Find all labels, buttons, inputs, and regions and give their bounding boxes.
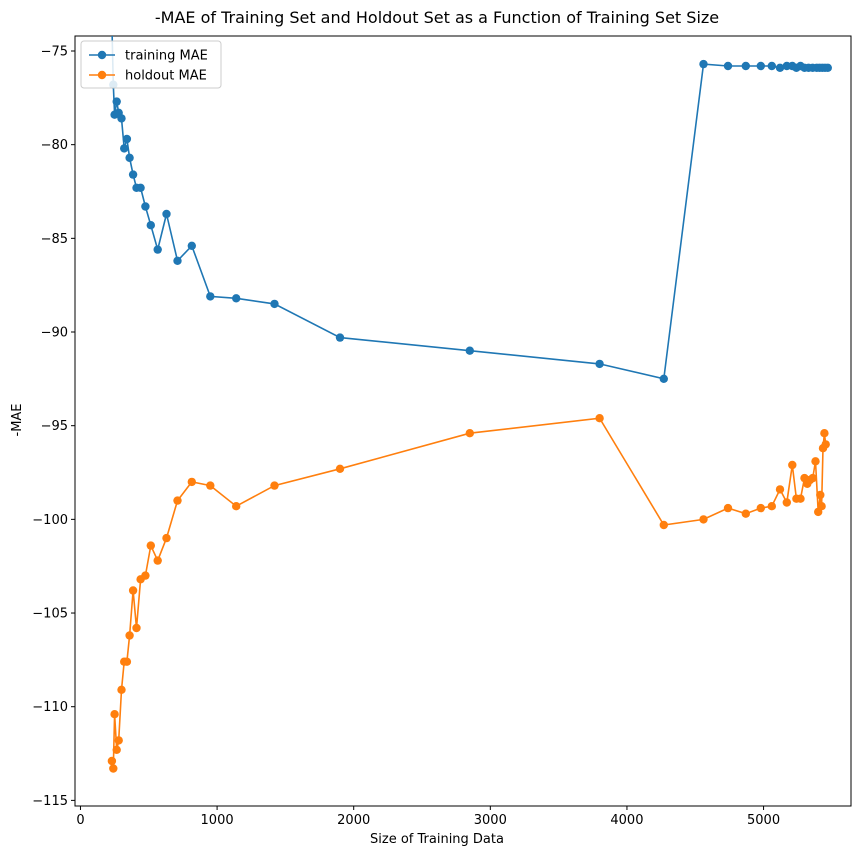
y-tick-label: −90 bbox=[41, 326, 68, 341]
data-point bbox=[270, 299, 279, 309]
data-point bbox=[117, 685, 126, 694]
axes-frame bbox=[74, 35, 852, 807]
y-tick-label: −95 bbox=[41, 419, 68, 434]
data-point bbox=[173, 256, 182, 265]
data-point bbox=[816, 490, 825, 500]
data-point bbox=[114, 736, 123, 745]
data-point bbox=[699, 59, 708, 69]
series-1 bbox=[109, 36, 832, 383]
data-point bbox=[767, 502, 776, 511]
data-point bbox=[136, 183, 145, 192]
legend-label: holdout MAE bbox=[125, 69, 207, 84]
data-point bbox=[817, 502, 826, 511]
data-point bbox=[767, 61, 776, 71]
data-point bbox=[173, 496, 182, 505]
data-point bbox=[153, 245, 162, 254]
y-tick-label: −115 bbox=[32, 794, 68, 809]
y-tick-label: −110 bbox=[32, 700, 68, 715]
data-point bbox=[125, 153, 134, 162]
data-point bbox=[107, 756, 117, 766]
data-point bbox=[335, 464, 345, 473]
data-point bbox=[153, 556, 162, 565]
x-tick-label: 5000 bbox=[747, 813, 780, 828]
x-tick-label: 2000 bbox=[337, 813, 370, 828]
data-point bbox=[132, 623, 141, 633]
data-point bbox=[775, 63, 785, 72]
data-point bbox=[109, 764, 118, 773]
data-point bbox=[595, 414, 604, 423]
legend-marker bbox=[97, 70, 107, 80]
chart-title: -MAE of Training Set and Holdout Set as … bbox=[155, 8, 719, 27]
legend-label: training MAE bbox=[125, 49, 208, 64]
data-point bbox=[187, 241, 196, 250]
y-tick-label: −100 bbox=[32, 513, 68, 528]
x-axis-label: Size of Training Data bbox=[370, 832, 504, 847]
data-point bbox=[112, 745, 121, 754]
data-point bbox=[775, 485, 785, 494]
data-point bbox=[122, 657, 132, 666]
data-point bbox=[162, 209, 171, 219]
data-point bbox=[741, 509, 750, 518]
data-point bbox=[820, 429, 829, 438]
data-point bbox=[723, 61, 733, 71]
data-point bbox=[128, 170, 138, 179]
x-tick-label: 4000 bbox=[610, 813, 643, 828]
data-point bbox=[162, 533, 171, 543]
data-point bbox=[125, 631, 134, 640]
data-point bbox=[232, 294, 241, 303]
y-axis-label: -MAE bbox=[10, 403, 25, 436]
data-point bbox=[465, 346, 474, 355]
data-point bbox=[110, 710, 119, 719]
data-point bbox=[465, 429, 474, 438]
data-point bbox=[270, 481, 279, 490]
data-point bbox=[112, 97, 121, 106]
data-point bbox=[232, 502, 241, 511]
data-point bbox=[808, 473, 817, 483]
data-point bbox=[141, 202, 150, 211]
data-point bbox=[782, 498, 791, 507]
data-point bbox=[206, 481, 215, 490]
data-point bbox=[756, 61, 765, 71]
data-point bbox=[187, 477, 196, 487]
data-point bbox=[811, 457, 820, 466]
legend-box bbox=[80, 40, 222, 89]
legend-marker bbox=[97, 50, 107, 60]
data-point bbox=[122, 134, 132, 144]
plot-area: 0 1000 2000 3000 4000 5000 −75 −80 −85 −90 −95 −100… bbox=[32, 35, 852, 828]
data-point bbox=[756, 503, 765, 513]
data-point bbox=[796, 494, 805, 503]
series-2 bbox=[107, 414, 830, 773]
data-point bbox=[659, 520, 668, 530]
data-point bbox=[146, 541, 155, 550]
x-tick-label: 1000 bbox=[201, 813, 234, 828]
data-point bbox=[128, 586, 138, 595]
data-point bbox=[741, 61, 750, 71]
data-point bbox=[659, 374, 668, 383]
y-tick-label: −105 bbox=[32, 607, 68, 622]
data-point bbox=[146, 221, 155, 230]
y-tick-label: −75 bbox=[41, 44, 68, 59]
data-point bbox=[141, 571, 150, 580]
y-tick-label: −85 bbox=[41, 232, 68, 247]
y-tick-label: −80 bbox=[41, 138, 68, 153]
x-tick-label: 0 bbox=[76, 813, 84, 828]
data-point bbox=[699, 515, 708, 524]
data-point bbox=[823, 63, 832, 72]
data-point bbox=[788, 460, 797, 470]
data-point bbox=[723, 503, 733, 513]
data-point bbox=[335, 333, 345, 342]
data-point bbox=[117, 114, 126, 123]
data-point bbox=[120, 144, 129, 153]
data-point bbox=[206, 292, 215, 301]
x-tick-label: 3000 bbox=[474, 813, 507, 828]
data-point bbox=[595, 359, 604, 369]
data-point bbox=[821, 440, 830, 449]
